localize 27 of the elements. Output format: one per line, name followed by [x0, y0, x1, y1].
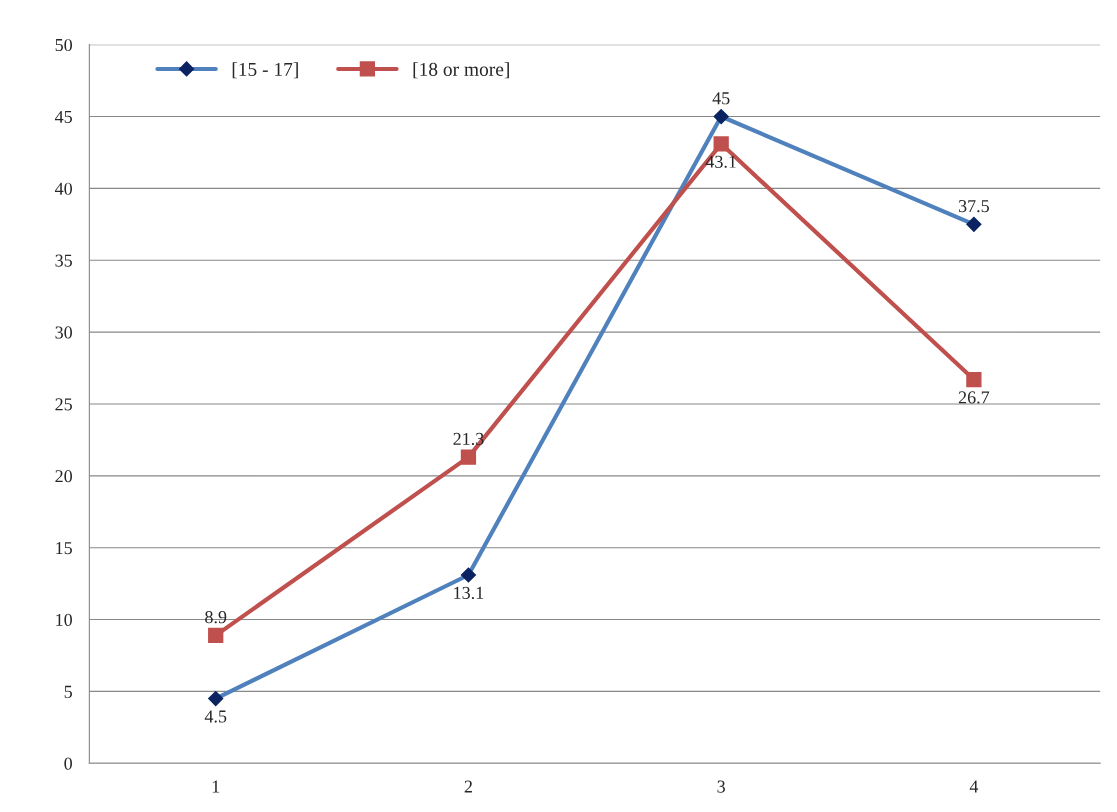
legend-label: [18 or more]: [413, 62, 509, 79]
point: [208, 627, 224, 644]
y-tick-label: 40: [54, 182, 72, 195]
y-tick-label: 0: [64, 757, 72, 770]
data-label: 26.7: [958, 391, 990, 404]
data-label: 37.5: [958, 200, 989, 213]
x-tick-label: 4: [969, 780, 979, 793]
data-label: 13.1: [454, 586, 484, 600]
point: [713, 136, 729, 152]
y-tick-label: 25: [55, 398, 72, 411]
y-tick-label: 5: [64, 685, 72, 698]
data-label: 8.9: [205, 611, 227, 624]
point: [966, 371, 982, 388]
x-tick-label: 2: [464, 780, 472, 793]
y-tick-label: 45: [54, 110, 72, 123]
x-tick-label: 3: [717, 780, 725, 793]
y-tick-label: 35: [55, 254, 72, 267]
legend-label: [15 - 17]: [232, 62, 298, 79]
y-tick-label: 10: [56, 613, 72, 626]
data-label: 4.5: [204, 710, 227, 723]
data-label: 45: [712, 92, 730, 105]
x-tick-label: 1: [212, 780, 220, 793]
y-tick-label: 15: [56, 542, 72, 555]
point: [460, 449, 477, 465]
y-tick-label: 30: [55, 326, 72, 339]
y-tick-label: 50: [55, 38, 72, 52]
y-tick-label: 20: [55, 470, 72, 483]
